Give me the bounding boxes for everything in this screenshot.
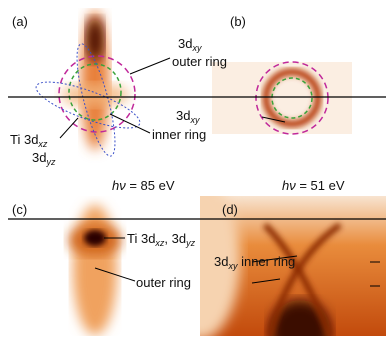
panel-label: (d) — [222, 202, 238, 217]
annotation: inner ring — [152, 127, 206, 142]
panel-a-image — [32, 10, 145, 159]
panel-c-image — [69, 205, 121, 335]
annotation: 3dxy inner ring — [214, 254, 295, 271]
annotation: 3dxy — [176, 108, 200, 125]
annotation: 3dxy — [178, 36, 202, 53]
text-part: , 3d — [164, 231, 186, 246]
text-part: xy — [189, 115, 200, 125]
text-part: 3d — [32, 150, 46, 165]
text-part: Ti 3d — [127, 231, 155, 246]
panel-label: (b) — [230, 14, 246, 29]
text-part: xy — [227, 261, 238, 271]
text-part: Ti 3d — [10, 132, 38, 147]
figure: (a) (b) (c) (d) 3dxy outer ring 3dxy inn… — [0, 0, 387, 338]
text-part: inner ring — [237, 254, 295, 269]
text-part: 3d — [214, 254, 228, 269]
panel-label: (a) — [12, 14, 28, 29]
text-part: yz — [45, 157, 56, 167]
annotation: 3dyz — [32, 150, 56, 167]
panel-b-image — [212, 62, 352, 134]
text-part: 3d — [176, 108, 190, 123]
panel-label: (c) — [12, 202, 27, 217]
photon-energy: hν = 85 eV — [112, 178, 175, 193]
text-part: xy — [191, 43, 202, 53]
text-part: hν — [282, 178, 296, 193]
annotation: Ti 3dxz, 3dyz — [127, 231, 196, 248]
photon-energy: hν = 51 eV — [282, 178, 345, 193]
text-part: 3d — [178, 36, 192, 51]
text-part: = 51 eV — [296, 178, 345, 193]
text-part: yz — [185, 238, 196, 248]
text-part: = 85 eV — [126, 178, 175, 193]
text-part: hν — [112, 178, 126, 193]
annotation: outer ring — [136, 275, 191, 290]
annotation: Ti 3dxz — [10, 132, 48, 149]
text-part: xz — [154, 238, 165, 248]
annotation: outer ring — [172, 54, 227, 69]
text-part: xz — [37, 139, 48, 149]
